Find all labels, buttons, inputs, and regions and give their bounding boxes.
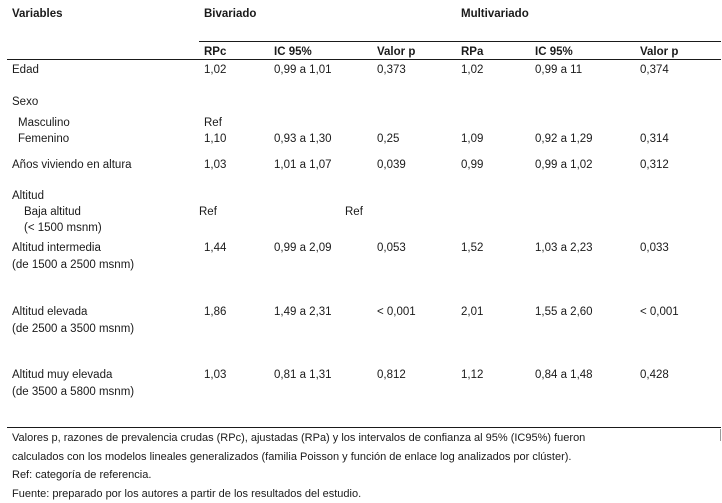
cell-edad-ic-biv: 0,99 a 1,01 [274, 64, 332, 76]
row-sub-muy-elevada: (de 3500 a 5800 msnm) [12, 386, 135, 398]
footnote-1: Valores p, razones de prevalencia crudas… [12, 432, 586, 444]
footnote-ref: Ref: categoría de referencia. [12, 469, 152, 481]
cell-femenino-ic-multi: 0,92 a 1,29 [535, 133, 593, 145]
cell-intermedia-ic-biv: 0,99 a 2,09 [274, 242, 332, 254]
cell-muy-elevada-p-biv: 0,812 [377, 369, 406, 381]
cell-muy-elevada-ic-multi: 0,84 a 1,48 [535, 369, 593, 381]
cell-anios-ic-biv: 1,01 a 1,07 [274, 159, 332, 171]
cell-edad-p-biv: 0,373 [377, 64, 406, 76]
col-valorp-biv: Valor p [377, 46, 416, 58]
row-sub-intermedia: (de 1500 a 2500 msnm) [12, 259, 135, 271]
col-ic95-multi: IC 95% [535, 46, 573, 58]
row-label-edad: Edad [12, 64, 39, 76]
header-multivariado: Multivariado [461, 8, 529, 20]
footnote-2: calculados con los modelos lineales gene… [12, 451, 572, 463]
cell-muy-elevada-p-multi: 0,428 [640, 369, 669, 381]
header-variables: Variables [12, 8, 63, 20]
col-valorp-multi: Valor p [640, 46, 679, 58]
cell-anios-ic-multi: 0,99 a 1,02 [535, 159, 593, 171]
cell-anios-p-biv: 0,039 [377, 159, 406, 171]
row-label-femenino: Femenino [18, 133, 70, 145]
cell-intermedia-rpc: 1,44 [204, 242, 227, 254]
cell-muy-elevada-rpc: 1,03 [204, 369, 227, 381]
cell-intermedia-p-biv: 0,053 [377, 242, 406, 254]
cell-elevada-p-biv: < 0,001 [377, 306, 416, 318]
cell-anios-rpc: 1,03 [204, 159, 227, 171]
col-ic95-biv: IC 95% [274, 46, 312, 58]
row-label-elevada: Altitud elevada [12, 306, 88, 318]
cell-intermedia-p-multi: 0,033 [640, 242, 669, 254]
cell-elevada-ic-multi: 1,55 a 2,60 [535, 306, 593, 318]
cell-edad-rpa: 1,02 [461, 64, 484, 76]
table-top-rule [7, 59, 721, 60]
row-label-masculino: Masculino [18, 117, 70, 129]
cell-anios-rpa: 0,99 [461, 159, 484, 171]
cell-muy-elevada-ic-biv: 0,81 a 1,31 [274, 369, 332, 381]
cell-femenino-ic-biv: 0,93 a 1,30 [274, 133, 332, 145]
cell-femenino-p-biv: 0,25 [377, 133, 400, 145]
cell-elevada-rpc: 1,86 [204, 306, 227, 318]
table-edge-mark [720, 429, 721, 441]
cell-elevada-ic-biv: 1,49 a 2,31 [274, 306, 332, 318]
cell-elevada-p-multi: < 0,001 [640, 306, 679, 318]
table-bottom-rule [7, 427, 721, 428]
cell-femenino-rpa: 1,09 [461, 133, 484, 145]
cell-edad-p-multi: 0,374 [640, 64, 669, 76]
cell-intermedia-ic-multi: 1,03 a 2,23 [535, 242, 593, 254]
row-label-altitud: Altitud [12, 190, 44, 202]
cell-edad-rpc: 1,02 [204, 64, 227, 76]
cell-masculino-ref: Ref [204, 117, 222, 129]
cell-baja-ref-multi: Ref [345, 206, 363, 218]
cell-femenino-rpc: 1,10 [204, 133, 227, 145]
row-label-intermedia: Altitud intermedia [12, 242, 101, 254]
cell-femenino-p-multi: 0,314 [640, 133, 669, 145]
cell-anios-p-multi: 0,312 [640, 159, 669, 171]
col-rpa: RPa [461, 46, 484, 58]
row-label-anios: Años viviendo en altura [12, 159, 132, 171]
row-label-muy-elevada: Altitud muy elevada [12, 369, 113, 381]
row-sub-baja: (< 1500 msnm) [24, 222, 102, 234]
row-label-sexo: Sexo [12, 96, 39, 108]
cell-baja-ref-biv: Ref [199, 206, 217, 218]
header-rule [199, 41, 721, 42]
cell-intermedia-rpa: 1,52 [461, 242, 484, 254]
cell-elevada-rpa: 2,01 [461, 306, 484, 318]
cell-edad-ic-multi: 0,99 a 11 [535, 64, 583, 76]
footnote-source: Fuente: preparado por los autores a part… [12, 488, 362, 500]
header-bivariado: Bivariado [204, 8, 257, 20]
row-label-baja: Baja altitud [24, 206, 81, 218]
cell-muy-elevada-rpa: 1,12 [461, 369, 484, 381]
row-sub-elevada: (de 2500 a 3500 msnm) [12, 323, 135, 335]
col-rpc: RPc [204, 46, 227, 58]
